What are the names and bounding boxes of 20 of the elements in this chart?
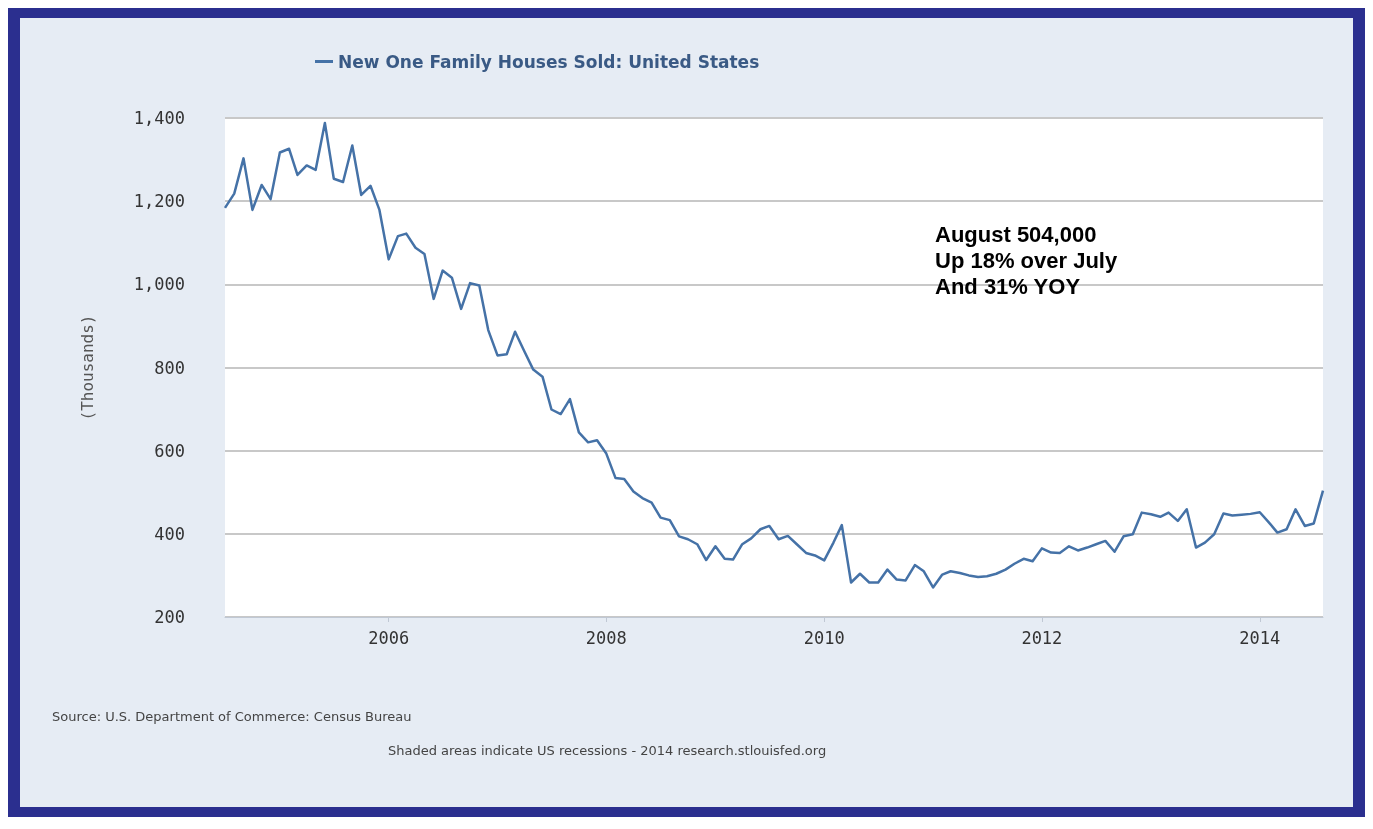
line-series [223,121,1325,589]
text: Shaded areas indicate US recessions - 2014 research.stlouisfed.org [388,743,827,758]
x-tick-label: 2014 [1239,627,1281,648]
y-tick-label: 1,000 [133,274,185,295]
x-tick-label: 2006 [368,627,410,648]
annotation: Up 18% over July [935,247,1118,273]
annotation: August 504,000 [935,221,1097,247]
y-tick-label: 400 [154,523,185,544]
annotation: And 31% YOY [935,273,1081,299]
y-tick-label: 800 [154,357,185,378]
x-tick-label: 2008 [585,627,627,648]
x-tick-label: 2010 [803,627,845,648]
y-tick-label: 600 [154,440,185,461]
source-note: Source: U.S. Department of Commerce: Census Bureau [52,709,412,724]
y-tick-label: 1,200 [133,191,185,212]
x-tick-label: 2012 [1021,627,1063,648]
legend-label: New One Family Houses Sold: United States [338,51,760,72]
y-tick-label: 200 [154,607,185,627]
y-axis-title: (Thousands) [77,314,97,421]
y-tick-label: 1,400 [133,108,185,128]
